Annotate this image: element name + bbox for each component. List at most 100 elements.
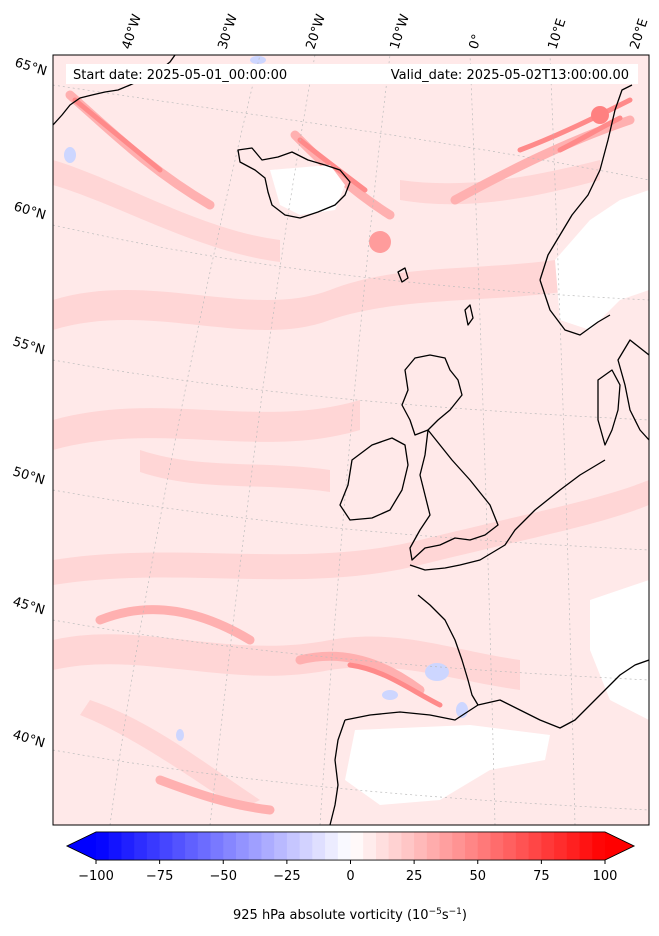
start-date-label: Start date: 2025-05-01_00:00:00	[73, 68, 287, 83]
norway-south-coast	[539, 279, 611, 336]
colorbar-step	[426, 832, 441, 860]
iberia-west-coast	[329, 719, 346, 825]
colorbar-tick-label: −75	[146, 869, 173, 884]
colorbar-step	[375, 832, 390, 860]
colorbar-label-prefix: 925 hPa absolute vorticity (10	[233, 908, 429, 923]
colorbar-step	[274, 832, 288, 860]
iceland-coast	[237, 147, 351, 219]
colorbar-tick-label: 0	[346, 869, 354, 884]
colorbar-extend-low	[67, 832, 96, 860]
colorbar-step	[261, 832, 275, 860]
colorbar-step	[210, 832, 224, 860]
iberia-north-coast	[344, 704, 479, 721]
lon-label-10e: 10°E	[546, 17, 570, 51]
colorbar-step	[350, 832, 364, 860]
colorbar-label: 925 hPa absolute vorticity (10−5s−1)	[233, 907, 467, 923]
lon-label-20e: 20°E	[628, 17, 652, 51]
colorbar-step	[172, 832, 186, 860]
shetland	[464, 304, 474, 326]
colorbar-step	[490, 832, 504, 860]
colorbar-step	[159, 832, 173, 860]
colorbar-step	[414, 832, 428, 860]
colorbar-step	[579, 832, 593, 860]
colorbar-step	[363, 832, 377, 860]
colorbar-step	[528, 832, 542, 860]
colorbar-label-exponent-1: −5	[429, 907, 442, 917]
ireland-coast	[339, 437, 409, 521]
colorbar-step	[223, 832, 237, 860]
colorbar-tick-label: 75	[533, 869, 550, 884]
lon-label-40w: 40°W	[120, 12, 145, 51]
lat-label-65n: 65°N	[13, 55, 49, 79]
colorbar-extend-high	[605, 832, 634, 860]
lat-label-50n: 50°N	[11, 464, 47, 488]
lon-label-30w: 30°W	[216, 12, 241, 51]
valid-date-label: Valid_date: 2025-05-02T13:00:00.00	[391, 68, 629, 83]
weak-vorticity-bands	[53, 160, 649, 810]
header-background	[66, 64, 638, 84]
strong-vorticity-streaks	[72, 97, 633, 708]
colorbar-step	[388, 832, 402, 860]
colorbar-ticks: −100 −75 −50 −25 0 25 50 75 100	[78, 860, 617, 884]
coastlines	[53, 55, 649, 825]
latitude-labels: 65°N 60°N 55°N 50°N 45°N 40°N	[11, 55, 49, 751]
graticule	[53, 55, 649, 825]
colorbar-step	[503, 832, 517, 860]
colorbar-step	[235, 832, 250, 860]
low-countries-coast	[409, 459, 606, 571]
colorbar-step	[337, 832, 351, 860]
colorbar-step	[185, 832, 199, 860]
colorbar-step	[108, 832, 122, 860]
lat-label-45n: 45°N	[11, 594, 47, 618]
colorbar-step	[554, 832, 568, 860]
colorbar-step	[146, 832, 161, 860]
colorbar-label-mid: s	[442, 908, 449, 923]
colorbar-tick-label: 50	[469, 869, 486, 884]
colorbar-label-exponent-2: −1	[449, 907, 462, 917]
colorbar-label-suffix: )	[462, 908, 467, 923]
norway-coast	[539, 84, 633, 281]
colorbar-tick-label: 100	[593, 869, 618, 884]
colorbar-step	[566, 832, 581, 860]
colorbar-step	[299, 832, 313, 860]
lon-label-20w: 20°W	[304, 12, 329, 51]
denmark-coast	[597, 369, 621, 446]
colorbar-step	[96, 832, 110, 860]
colorbar-step	[248, 832, 262, 860]
vorticity-maximum-norway	[591, 106, 609, 124]
colorbar: −100 −75 −50 −25 0 25 50 75 100 925 hPa absolute…	[66, 831, 635, 923]
colorbar-tick-label: −25	[273, 869, 300, 884]
colorbar-step	[121, 832, 135, 860]
lat-label-40n: 40°N	[11, 727, 47, 751]
vorticity-field	[53, 55, 649, 825]
faroe-islands	[397, 267, 409, 283]
colorbar-step	[312, 832, 326, 860]
lat-label-60n: 60°N	[12, 199, 48, 223]
lon-label-0: 0°	[467, 33, 486, 52]
england-coast	[409, 429, 499, 561]
scotland-coast	[401, 354, 463, 436]
colorbar-step	[401, 832, 415, 860]
colorbar-step	[541, 832, 555, 860]
masked-terrain	[270, 165, 649, 805]
lon-label-10w: 10°W	[388, 12, 413, 51]
colorbar-step	[325, 832, 339, 860]
longitude-labels: 40°W 30°W 20°W 10°W 0° 10°E 20°E	[120, 12, 652, 51]
colorbar-tick-label: 25	[406, 869, 423, 884]
continental-coast	[617, 339, 649, 441]
france-atlantic-coast	[417, 594, 479, 706]
colorbar-tick-label: −50	[210, 869, 237, 884]
colorbar-step	[477, 832, 491, 860]
colorbar-step	[134, 832, 148, 860]
mediterranean-coast	[477, 659, 649, 729]
vorticity-maximum-south-iceland	[369, 231, 391, 253]
colorbar-step	[465, 832, 479, 860]
colorbar-step	[452, 832, 466, 860]
colorbar-step	[592, 832, 606, 860]
colorbar-step	[439, 832, 453, 860]
map-frame	[52, 54, 650, 826]
colorbar-step	[197, 832, 212, 860]
colorbar-step	[515, 832, 530, 860]
colorbar-tick-label: −100	[78, 869, 114, 884]
